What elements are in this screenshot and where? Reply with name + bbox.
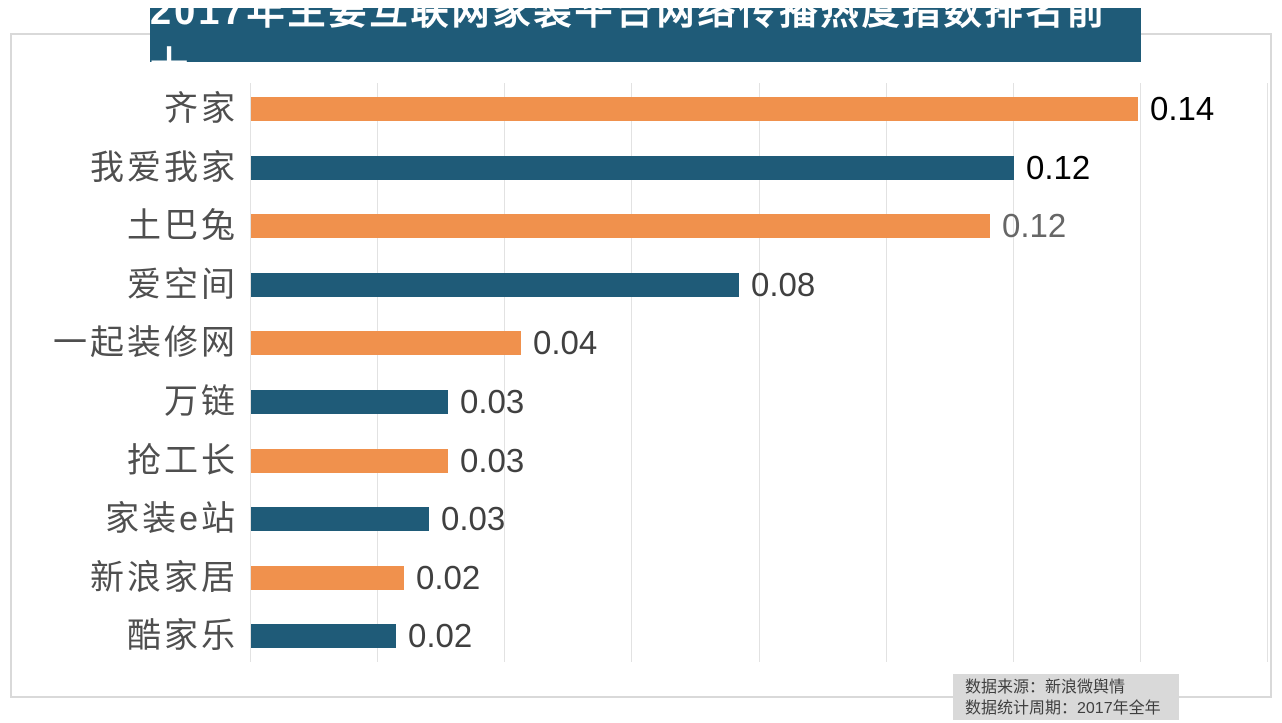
category-label: 一起装修网 (53, 324, 238, 362)
data-source-line: 数据来源：新浪微舆情 (965, 679, 1126, 696)
gridline (1267, 83, 1268, 662)
value-label: 0.03 (460, 383, 525, 420)
gridline (1140, 83, 1141, 662)
value-label: 0.03 (441, 500, 506, 537)
chart-title: 2017年主要互联网家装平台网络传播热度指数排名前十 (150, 0, 1141, 88)
value-label: 0.02 (408, 617, 473, 654)
category-label: 土巴兔 (127, 207, 238, 245)
bar (251, 566, 404, 590)
value-label: 0.02 (416, 559, 481, 596)
data-period-line: 数据统计周期：2017年全年 (965, 700, 1161, 717)
value-label: 0.14 (1150, 90, 1215, 127)
bar (251, 214, 990, 238)
category-label: 万链 (164, 383, 238, 421)
category-label: 我爱我家 (90, 149, 238, 187)
bar (251, 97, 1138, 121)
bar (251, 331, 521, 355)
gridline (759, 83, 760, 662)
value-label: 0.12 (1002, 207, 1067, 244)
category-label: 爱空间 (127, 266, 238, 304)
gridline (377, 83, 378, 662)
category-label: 酷家乐 (127, 617, 238, 655)
value-label: 0.04 (533, 324, 598, 361)
bar (251, 507, 429, 531)
gridline (1013, 83, 1014, 662)
value-label: 0.12 (1026, 149, 1091, 186)
bar (251, 624, 396, 648)
bar (251, 156, 1014, 180)
category-label: 新浪家居 (90, 559, 238, 597)
data-source-box: 数据来源：新浪微舆情 数据统计周期：2017年全年 (953, 674, 1179, 720)
category-label: 抢工长 (127, 442, 238, 480)
gridline (504, 83, 505, 662)
gridline (886, 83, 887, 662)
bar (251, 273, 739, 297)
category-label: 家装e站 (105, 500, 238, 538)
bar (251, 390, 448, 414)
category-label: 齐家 (164, 90, 238, 128)
value-label: 0.08 (751, 266, 816, 303)
value-label: 0.03 (460, 442, 525, 479)
gridline (250, 83, 251, 662)
bar (251, 449, 448, 473)
gridline (631, 83, 632, 662)
